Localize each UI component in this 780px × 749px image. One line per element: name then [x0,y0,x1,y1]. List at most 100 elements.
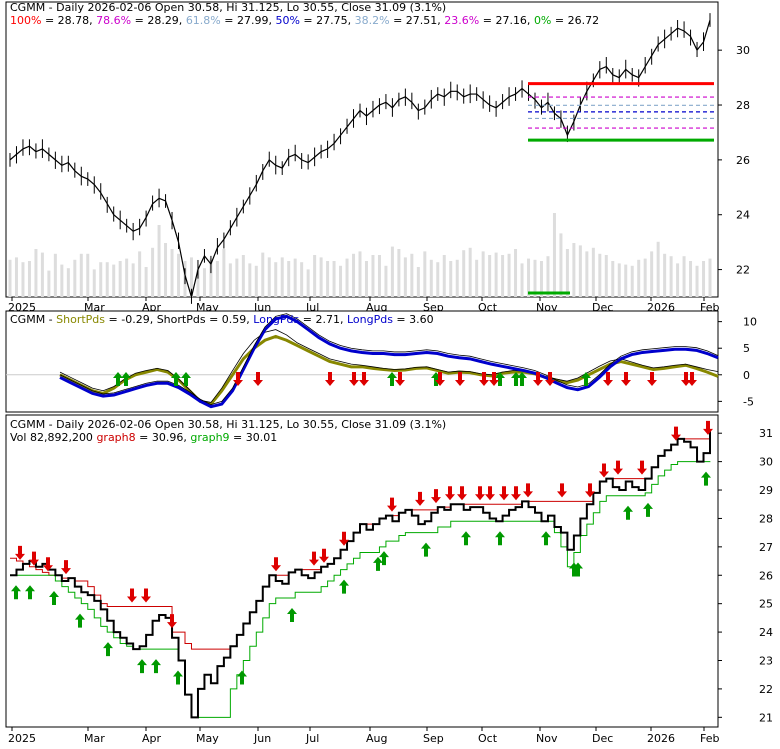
volume-bar [40,252,44,297]
guppy-oscillator-panel: 10 5 0 -5 CGMM - ShortPds = -0.29, ShortPds … [5,310,757,413]
sell-arrow [545,372,555,386]
volume-bar [177,253,181,297]
volume-bar [481,251,485,297]
buy-arrow [151,659,161,674]
volume-bar [416,267,420,297]
sell-arrow [349,372,359,386]
volume-bar [235,258,239,297]
sell-arrow [319,548,329,563]
trailing-legend-title: CGMM - Daily 2026-02-06 Open 30.58, Hi 3… [10,418,446,431]
y-tick-label: 26 [759,569,773,582]
volume-bar [112,264,116,297]
sell-arrow [647,372,657,386]
volume-bar [151,247,155,297]
sell-arrow [511,486,521,501]
volume-bar [488,255,492,297]
sell-arrow [479,372,489,386]
volume-bar [455,259,459,297]
fib-value: = 27.16, [479,14,534,27]
buy-arrow [511,372,521,386]
fib-label: 38.2% [355,14,390,27]
volume-bar [572,243,576,297]
volume-bar [364,261,368,297]
x-tick-label: Dec [592,732,613,745]
x-tick-label: 2026 [647,732,675,745]
buy-arrow [75,613,85,628]
chart-legend: 100% = 28.78, 78.6% = 28.29, 61.8% = 27.… [10,14,599,27]
y-tick-label: 31 [759,427,773,440]
volume-bar [501,255,505,297]
volume-bar [377,255,381,297]
trailing-panel-frame [5,414,719,728]
legend-value: = 30.96, [136,431,191,444]
volume-bar [189,257,193,297]
sell-arrow [339,531,349,546]
volume-bar [92,269,96,297]
legend-series: graph8 [96,431,135,444]
price-panel-frame [5,1,719,298]
volume-bar [591,247,595,297]
x-tick-label: Mar [84,732,105,745]
x-tick-label: Oct [478,732,498,745]
buy-arrow [421,542,431,557]
fib-label: 50% [275,14,299,27]
y-tick-label: 29 [759,484,773,497]
sell-arrow [485,486,495,501]
legend-volume: Vol 82,892,200 [10,431,96,444]
volume-bar [196,269,200,297]
volume-bar [507,253,511,297]
sell-arrow [687,372,697,386]
volume-bar [228,263,232,297]
volume-bar [209,258,213,297]
y-tick-label: 21 [759,711,773,724]
sell-arrow [671,426,681,441]
sell-arrow [457,486,467,501]
volume-bar [345,258,349,297]
legend-series: ShortPds [157,313,206,326]
volume-bar [702,261,706,297]
volume-bar [241,255,245,297]
x-tick-label: May [196,732,219,745]
volume-bar [267,257,271,297]
oscillator-frame [5,310,719,413]
y-tick-label: 28 [736,99,750,112]
sell-arrow [15,545,25,560]
y-tick-label: 26 [736,154,750,167]
volume-bar [332,261,336,297]
y-tick-label: 25 [759,598,773,611]
volume-bar [371,255,375,297]
y-tick-label: 22 [759,683,773,696]
sell-arrow [533,372,543,386]
volume-bar [144,267,148,297]
legend-value: = -0.29, [105,313,157,326]
x-tick-label: Feb [700,732,719,745]
sell-arrow [431,489,441,504]
volume-bar [708,258,712,297]
volume-bar [624,264,628,297]
volume-bar [53,253,57,297]
volume-bar [66,268,70,297]
volume-bar [157,225,161,297]
buy-arrow [643,502,653,517]
volume-bar [585,251,589,297]
fib-label: 78.6% [96,14,131,27]
buy-arrow [541,531,551,546]
buy-arrow [25,585,35,600]
volume-bar [138,251,142,297]
sell-arrow [395,372,405,386]
sell-arrow [325,372,335,386]
volume-bar [598,253,602,297]
volume-bar [73,259,77,297]
volume-bar [293,258,297,297]
volume-bar [339,265,343,297]
volume-bar [261,252,265,297]
buy-arrow [495,372,505,386]
legend-ticker: CGMM - [10,313,56,326]
volume-bar [462,250,466,297]
oscillator-series [59,314,719,409]
volume-bar [215,261,219,297]
volume-bar [27,261,31,297]
volume-bar [21,262,25,297]
